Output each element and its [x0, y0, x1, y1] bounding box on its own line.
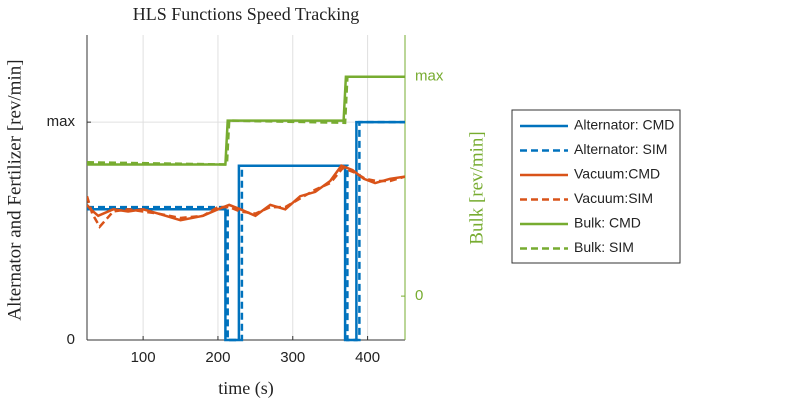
series-line — [87, 75, 405, 166]
series-line — [87, 120, 405, 342]
x-tick-label: 300 — [280, 349, 305, 366]
legend-label: Alternator: SIM — [574, 141, 667, 157]
y-tick-label: max — [47, 113, 76, 130]
legend-label: Vacuum:CMD — [574, 166, 660, 182]
plot-area — [87, 35, 405, 340]
y2-tick-label: max — [415, 68, 444, 85]
legend-box — [511, 109, 681, 264]
y2-tick-label: 0 — [415, 287, 423, 304]
legend-label: Bulk: CMD — [574, 215, 641, 231]
y-axis-label: Alternator and Fertilizer [rev/min] — [4, 59, 25, 320]
y2-axis-label: Bulk [rev/min] — [466, 131, 487, 244]
legend-label: Vacuum:SIM — [574, 190, 653, 206]
x-axis-label: time (s) — [218, 378, 274, 399]
series-line — [87, 166, 405, 229]
chart-title: HLS Functions Speed Tracking — [133, 4, 360, 24]
legend-label: Bulk: SIM — [574, 239, 634, 255]
y-tick-label: 0 — [67, 331, 75, 348]
x-tick-label: 100 — [131, 349, 156, 366]
x-tick-label: 200 — [205, 349, 230, 366]
legend-label: Alternator: CMD — [574, 117, 674, 133]
x-tick-label: 400 — [355, 349, 380, 366]
